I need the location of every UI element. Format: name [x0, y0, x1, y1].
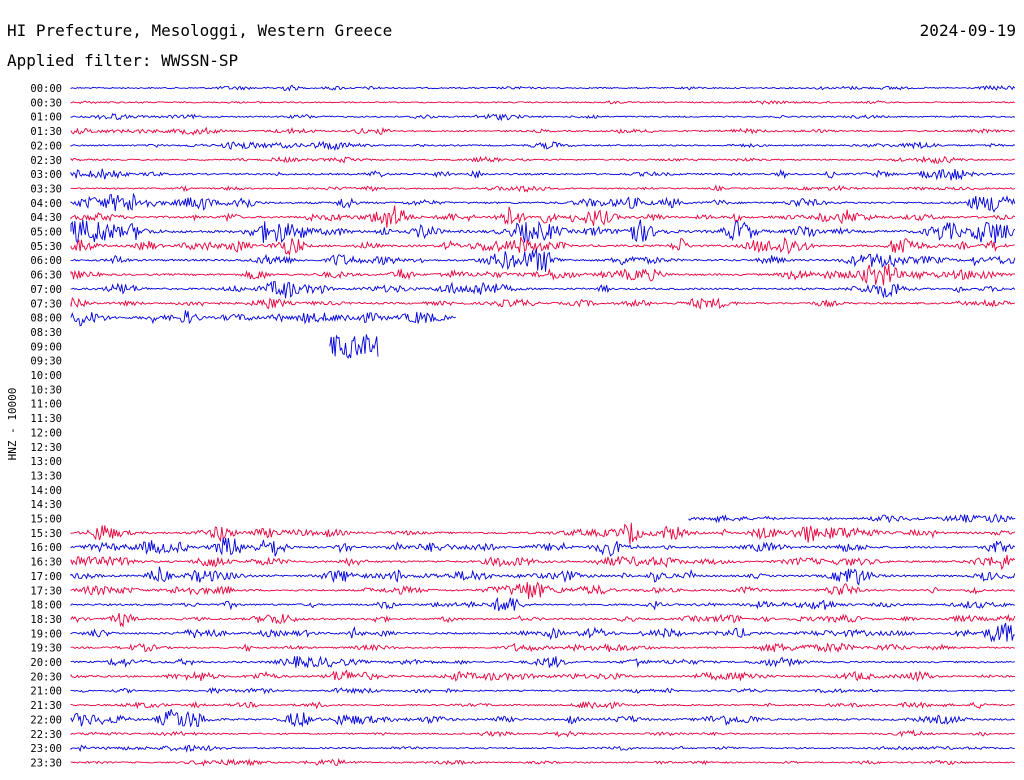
station-title: HI Prefecture, Mesologgi, Western Greece	[7, 21, 392, 40]
time-tick-label: 11:00	[30, 399, 62, 411]
time-tick-label: 15:30	[30, 528, 62, 540]
trace-row-0030	[70, 100, 1016, 105]
trace-row-1700	[70, 566, 1016, 586]
time-tick-label: 05:30	[30, 241, 62, 253]
trace-row-1500	[688, 513, 1016, 524]
time-tick-label: 10:00	[30, 370, 62, 382]
time-tick-label: 12:30	[30, 442, 62, 454]
time-tick-label: 21:30	[30, 700, 62, 712]
time-tick-label: 10:30	[30, 384, 62, 396]
time-tick-label: 05:00	[30, 227, 62, 239]
time-tick-label: 01:00	[30, 112, 62, 124]
trace-row-2200	[70, 709, 1016, 728]
trace-row-0900	[329, 334, 379, 359]
time-tick-label: 19:00	[30, 628, 62, 640]
trace-row-0330	[70, 184, 1015, 193]
trace-row-0500	[70, 219, 1016, 245]
trace-row-0630	[70, 263, 1015, 286]
time-tick-label: 06:30	[30, 270, 62, 282]
y-axis-label: HNZ - 10000	[6, 388, 19, 461]
time-tick-label: 02:00	[30, 140, 62, 152]
time-tick-label: 22:00	[30, 714, 62, 726]
time-tick-label: 23:00	[30, 743, 62, 755]
time-tick-label: 23:30	[30, 757, 62, 769]
trace-row-2030	[70, 669, 1015, 683]
time-tick-label: 04:30	[30, 212, 62, 224]
time-tick-label: 17:00	[30, 571, 62, 583]
trace-row-1530	[70, 522, 1016, 545]
trace-row-1830	[70, 612, 1016, 628]
time-tick-label: 02:30	[30, 155, 62, 167]
seismic-traces	[70, 84, 1016, 767]
time-tick-label: 08:00	[30, 313, 62, 325]
trace-row-1630	[70, 554, 1016, 571]
time-tick-label: 16:00	[30, 542, 62, 554]
time-tick-label: 08:30	[30, 327, 62, 339]
trace-row-0130	[70, 126, 1016, 136]
trace-row-0230	[70, 155, 1015, 165]
time-tick-label: 18:00	[30, 600, 62, 612]
time-tick-label: 14:30	[30, 499, 62, 511]
trace-row-0800	[70, 310, 456, 327]
trace-row-0300	[70, 168, 1015, 181]
time-tick-label: 22:30	[30, 729, 62, 741]
trace-row-1600	[70, 537, 1016, 557]
time-tick-label: 17:30	[30, 585, 62, 597]
trace-row-0530	[70, 236, 1015, 257]
time-tick-label: 07:00	[30, 284, 62, 296]
time-tick-label: 12:00	[30, 427, 62, 439]
trace-row-0100	[70, 113, 1016, 122]
time-tick-label: 03:00	[30, 169, 62, 181]
trace-row-0000	[70, 84, 1016, 92]
time-tick-label: 03:30	[30, 183, 62, 195]
record-date: 2024-09-19	[920, 21, 1016, 40]
time-tick-label: 20:30	[30, 671, 62, 683]
trace-row-2000	[70, 655, 1015, 669]
time-tick-label: 04:00	[30, 198, 62, 210]
time-tick-label: 13:00	[30, 456, 62, 468]
time-tick-label: 09:30	[30, 356, 62, 368]
trace-row-0430	[70, 205, 1016, 228]
trace-row-2300	[70, 744, 1015, 753]
trace-row-1800	[70, 596, 1015, 612]
time-tick-label: 14:00	[30, 485, 62, 497]
time-tick-label: 16:30	[30, 557, 62, 569]
time-tick-label: 00:00	[30, 83, 62, 95]
time-tick-label: 00:30	[30, 97, 62, 109]
trace-row-0200	[70, 140, 1015, 152]
time-tick-label: 19:30	[30, 643, 62, 655]
trace-row-1730	[70, 581, 1015, 600]
time-tick-labels: 00:00 00:30 01:00 01:30 02:00 02:30 03:00 03:30…	[30, 83, 62, 769]
trace-row-2130	[70, 700, 1015, 710]
time-tick-label: 11:30	[30, 413, 62, 425]
trace-row-0600	[70, 248, 1016, 272]
trace-row-0730	[70, 296, 1016, 310]
time-tick-label: 06:00	[30, 255, 62, 267]
time-tick-label: 20:00	[30, 657, 62, 669]
time-tick-label: 21:00	[30, 686, 62, 698]
trace-row-2230	[70, 729, 1015, 738]
trace-row-1900	[70, 622, 1015, 643]
trace-row-2100	[70, 686, 1015, 695]
time-tick-label: 09:00	[30, 341, 62, 353]
trace-row-0700	[70, 280, 1016, 299]
time-tick-label: 01:30	[30, 126, 62, 138]
filter-label: Applied filter: WWSSN-SP	[7, 51, 238, 70]
time-tick-label: 13:30	[30, 470, 62, 482]
trace-row-0400	[70, 192, 1016, 213]
time-tick-label: 18:30	[30, 614, 62, 626]
trace-row-2330	[70, 757, 1016, 767]
trace-row-1930	[70, 642, 1015, 654]
time-tick-label: 07:30	[30, 298, 62, 310]
time-tick-label: 15:00	[30, 514, 62, 526]
